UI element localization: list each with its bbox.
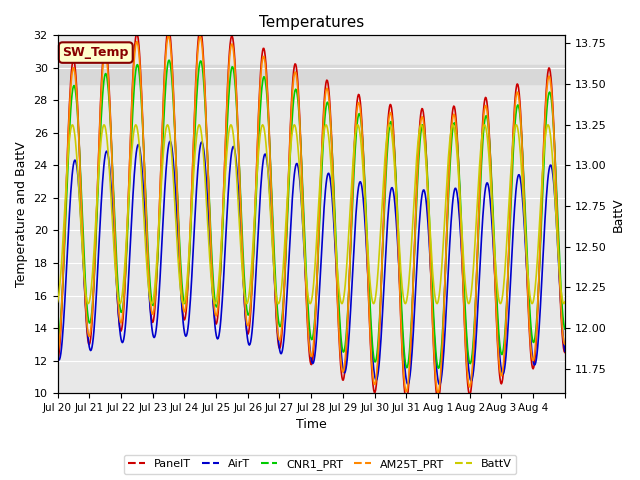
X-axis label: Time: Time: [296, 419, 326, 432]
Y-axis label: BattV: BattV: [612, 197, 625, 231]
Y-axis label: Temperature and BattV: Temperature and BattV: [15, 142, 28, 287]
Title: Temperatures: Temperatures: [259, 15, 364, 30]
Legend: PanelT, AirT, CNR1_PRT, AM25T_PRT, BattV: PanelT, AirT, CNR1_PRT, AM25T_PRT, BattV: [124, 455, 516, 474]
Bar: [58, 65, 565, 84]
Text: SW_Temp: SW_Temp: [63, 46, 129, 59]
